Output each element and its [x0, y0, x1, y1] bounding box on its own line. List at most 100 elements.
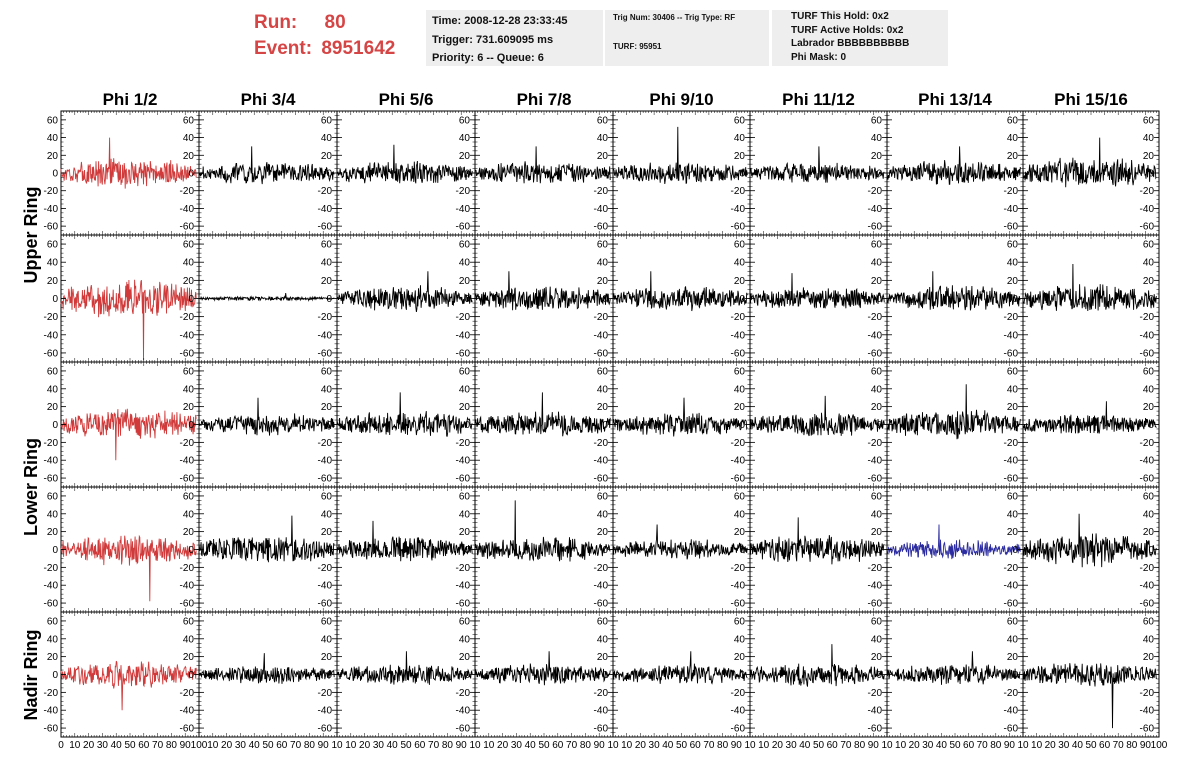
y-tick-label: -20 — [318, 312, 333, 323]
y-tick-label: 60 — [871, 115, 883, 126]
y-tick-label: 40 — [183, 509, 195, 520]
y-tick-label: -40 — [868, 330, 883, 341]
run-event-info: Run: 80 Event: 8951642 — [254, 10, 395, 62]
y-tick-label: -20 — [44, 312, 59, 323]
y-tick-label: -40 — [180, 204, 195, 215]
y-tick-label: 0 — [188, 545, 194, 556]
y-tick-label: -40 — [731, 456, 746, 467]
y-tick-label: 0 — [326, 420, 332, 431]
y-tick-label: 20 — [459, 151, 471, 162]
time-text: Time: 2008-12-28 23:33:45 — [432, 15, 568, 27]
y-tick-label: -20 — [1140, 438, 1155, 449]
y-tick-label: -20 — [44, 563, 59, 574]
y-tick-label: 20 — [47, 151, 59, 162]
y-tick-label: 40 — [734, 384, 746, 395]
turf-active-text: TURF Active Holds: 0x2 — [791, 24, 904, 36]
y-tick-label: -20 — [456, 312, 471, 323]
column-label: Phi 7/8 — [517, 90, 572, 109]
column-label: Phi 13/14 — [918, 90, 992, 109]
y-tick-label: 40 — [734, 258, 746, 269]
y-tick-label: -60 — [318, 348, 333, 359]
y-tick-label: -40 — [318, 330, 333, 341]
turf-text: TURF: 95951 — [613, 42, 662, 51]
y-tick-label: -20 — [731, 438, 746, 449]
y-tick-label: 40 — [321, 384, 333, 395]
y-tick-label: -20 — [594, 438, 609, 449]
y-tick-label: -40 — [180, 330, 195, 341]
waveform-line — [336, 271, 473, 312]
y-tick-label: -60 — [456, 348, 471, 359]
y-tick-label: 20 — [183, 527, 195, 538]
y-tick-label: -40 — [594, 330, 609, 341]
y-tick-label: -60 — [731, 474, 746, 485]
waveform-line — [474, 271, 611, 311]
y-tick-label: -40 — [44, 330, 59, 341]
column-label: Phi 9/10 — [649, 90, 713, 109]
y-tick-label: 40 — [183, 258, 195, 269]
y-tick-label: 60 — [459, 115, 471, 126]
y-tick-label: -60 — [44, 474, 59, 485]
y-tick-label: -20 — [1140, 312, 1155, 323]
y-tick-label: 40 — [459, 509, 471, 520]
y-tick-label: 0 — [326, 169, 332, 180]
y-tick-label: -20 — [594, 186, 609, 197]
y-tick-label: 60 — [1007, 115, 1019, 126]
y-tick-label: 60 — [1007, 366, 1019, 377]
y-tick-label: -40 — [318, 581, 333, 592]
y-tick-label: 60 — [734, 115, 746, 126]
y-tick-label: 20 — [871, 151, 883, 162]
y-tick-label: -60 — [456, 599, 471, 610]
y-tick-label: 20 — [321, 402, 333, 413]
y-tick-label: 60 — [47, 240, 59, 251]
y-tick-label: 60 — [459, 491, 471, 502]
waveform-line — [198, 146, 335, 185]
turf-hold-text: TURF This Hold: 0x2 — [791, 11, 889, 22]
header: Run: 80 Event: 8951642 Time: 2008-12-28 … — [0, 0, 1196, 80]
y-tick-label: -40 — [731, 204, 746, 215]
y-tick-label: -20 — [868, 438, 883, 449]
y-tick-label: 60 — [47, 115, 59, 126]
y-tick-label: 60 — [1007, 240, 1019, 251]
y-tick-label: 0 — [739, 420, 745, 431]
y-tick-label: -40 — [44, 204, 59, 215]
y-tick-label: 40 — [47, 384, 59, 395]
y-tick-label: 20 — [321, 527, 333, 538]
y-tick-label: -20 — [44, 186, 59, 197]
y-tick-label: -20 — [456, 438, 471, 449]
y-tick-label: -40 — [456, 456, 471, 467]
y-tick-label: -60 — [180, 222, 195, 233]
y-tick-label: 60 — [321, 240, 333, 251]
ring-label: Lower Ring — [21, 438, 41, 536]
y-tick-label: 0 — [876, 169, 882, 180]
y-tick-label: 0 — [326, 294, 332, 305]
y-tick-label: 60 — [459, 240, 471, 251]
y-tick-label: 60 — [47, 366, 59, 377]
trig-num-text: Trig Num: 30406 -- Trig Type: RF — [613, 13, 736, 22]
y-tick-label: -20 — [318, 438, 333, 449]
y-tick-label: 20 — [597, 151, 609, 162]
y-tick-label: -40 — [318, 456, 333, 467]
ring-label: Upper Ring — [21, 187, 41, 284]
y-tick-label: 60 — [47, 491, 59, 502]
y-tick-label: 40 — [47, 509, 59, 520]
y-tick-label: 40 — [183, 133, 195, 144]
y-tick-label: 0 — [52, 169, 58, 180]
y-tick-label: 20 — [1007, 402, 1019, 413]
y-tick-label: 60 — [459, 366, 471, 377]
y-tick-label: 0 — [602, 169, 608, 180]
y-tick-label: 60 — [1143, 115, 1155, 126]
y-tick-label: -20 — [318, 186, 333, 197]
y-tick-label: 0 — [739, 169, 745, 180]
run-value: 80 — [324, 12, 346, 33]
waveform-line — [612, 397, 748, 437]
y-tick-label: 60 — [1143, 240, 1155, 251]
y-tick-label: -60 — [44, 222, 59, 233]
y-tick-label: -20 — [731, 312, 746, 323]
y-tick-label: -20 — [180, 312, 195, 323]
waveform-line — [198, 397, 335, 436]
y-tick-label: 0 — [1012, 294, 1018, 305]
y-tick-label: 60 — [321, 115, 333, 126]
y-tick-label: -40 — [456, 204, 471, 215]
run-label: Run: — [254, 12, 298, 33]
y-tick-label: 0 — [464, 545, 470, 556]
